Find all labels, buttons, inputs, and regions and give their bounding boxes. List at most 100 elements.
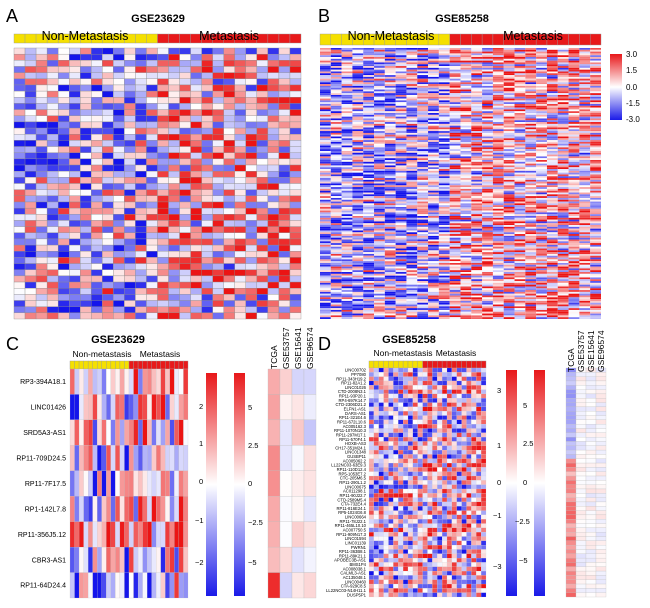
heatmap-cell [590, 179, 601, 182]
heatmap-cell [374, 183, 385, 186]
heatmap-cell [363, 89, 375, 92]
heatmap-cell [330, 234, 342, 236]
heatmap-cell [395, 163, 407, 166]
heatmap-cell [579, 49, 591, 52]
heatmap-cell [267, 257, 280, 264]
heatmap-cell [568, 219, 580, 222]
heatmap-cell [557, 194, 569, 197]
heatmap-cell [514, 277, 526, 280]
heatmap-cell [449, 282, 461, 285]
heatmap-cell [471, 93, 483, 95]
heatmap-cell [557, 94, 569, 97]
heatmap-cell [234, 183, 246, 190]
heatmap-cell [568, 192, 580, 195]
heatmap-cell [568, 134, 580, 137]
heatmap-cell [471, 295, 483, 298]
heatmap-cell [168, 164, 180, 172]
heatmap-cell [525, 279, 537, 282]
heatmap-cell [406, 273, 418, 276]
heatmap-cell [568, 174, 580, 177]
heatmap-cell [289, 177, 302, 184]
heatmap-cell [256, 60, 269, 67]
heatmap-cell [374, 299, 385, 301]
heatmap-cell [514, 281, 526, 283]
heatmap-cell [417, 131, 429, 133]
heatmap-cell [579, 253, 591, 256]
heatmap-cell [536, 203, 547, 206]
heatmap-cell [352, 187, 364, 189]
heatmap-cell [568, 104, 580, 106]
heatmap-cell [546, 246, 558, 249]
heatmap-cell [13, 60, 26, 67]
heatmap-cell [35, 275, 48, 283]
heatmap-cell [406, 136, 418, 139]
heatmap-cell [536, 264, 547, 267]
heatmap-cell [579, 73, 591, 76]
heatmap-cell [438, 174, 450, 177]
heatmap-cell [46, 121, 59, 129]
heatmap-cell [24, 195, 37, 203]
heatmap-cell [536, 60, 547, 63]
heatmap-cell [417, 277, 429, 280]
heatmap-cell [568, 145, 580, 148]
heatmap-cell [482, 216, 493, 218]
heatmap-cell [590, 87, 601, 90]
heatmap-cell [525, 183, 537, 186]
heatmap-cell [417, 51, 429, 54]
heatmap-cell [438, 55, 450, 58]
heatmap-cell [330, 66, 342, 68]
heatmap-cell [179, 275, 191, 283]
heatmap-cell [514, 113, 526, 115]
heatmap-cell [438, 221, 450, 224]
group-bar-cell [13, 33, 26, 44]
heatmap-cell [536, 145, 547, 148]
heatmap-cell [201, 269, 213, 277]
heatmap-cell [449, 150, 461, 153]
heatmap-cell [557, 145, 569, 148]
heatmap-cell [330, 232, 342, 235]
heatmap-cell [363, 71, 375, 74]
heatmap-cell [460, 152, 472, 155]
heatmap-cell [590, 190, 601, 193]
heatmap-cell [471, 197, 483, 200]
heatmap-cell [320, 250, 331, 253]
heatmap-cell [395, 201, 407, 204]
heatmap-cell [320, 107, 331, 110]
heatmap-cell [363, 53, 375, 56]
heatmap-cell [449, 116, 461, 119]
heatmap-cell [363, 284, 375, 287]
heatmap-cell [514, 284, 526, 287]
heatmap-cell [460, 293, 472, 296]
heatmap-cell [24, 164, 37, 172]
heatmap-cell [157, 300, 169, 307]
heatmap-cell [256, 263, 269, 270]
heatmap-cell [579, 67, 591, 70]
heatmap-cell [503, 197, 515, 200]
heatmap-cell [590, 187, 601, 189]
heatmap-cell [449, 302, 461, 305]
heatmap-cell [102, 47, 114, 55]
heatmap-cell [525, 208, 537, 211]
heatmap-cell [179, 78, 191, 86]
heatmap-cell [546, 149, 558, 151]
heatmap-cell [460, 232, 472, 235]
heatmap-cell [514, 196, 526, 198]
heatmap-cell [384, 48, 396, 50]
heatmap-cell [212, 72, 224, 79]
heatmap-cell [482, 194, 493, 197]
heatmap-cell [102, 232, 114, 240]
group-bar-cell [157, 33, 169, 44]
heatmap-cell [492, 165, 504, 168]
heatmap-cell [590, 85, 601, 88]
heatmap-cell [417, 197, 429, 200]
heatmap-cell [352, 188, 364, 191]
heatmap-cell [417, 161, 429, 164]
heatmap-cell [57, 183, 70, 190]
heatmap-cell [384, 100, 396, 103]
heatmap-cell [579, 154, 591, 157]
heatmap-cell [557, 216, 569, 218]
heatmap-cell [579, 98, 591, 101]
heatmap-cell [492, 62, 504, 65]
heatmap-cell [482, 141, 493, 144]
heatmap-cell [449, 165, 461, 168]
